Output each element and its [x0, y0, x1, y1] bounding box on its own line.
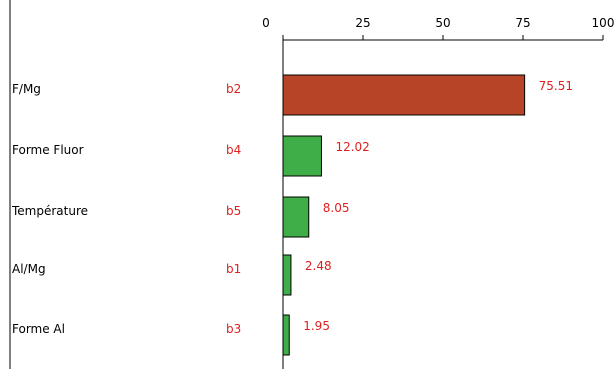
category-label: Forme Fluor	[12, 143, 84, 157]
data-label: 8.05	[323, 201, 350, 215]
x-tick-label: 50	[435, 16, 450, 30]
x-tick-label: 0	[262, 16, 270, 30]
data-label: 12.02	[335, 140, 369, 154]
category-label: Température	[12, 204, 89, 218]
coefficient-label: b5	[226, 204, 242, 218]
coefficient-label: b1	[226, 262, 242, 276]
bar	[282, 196, 310, 238]
data-label: 2.48	[305, 259, 332, 273]
data-label: 1.95	[303, 319, 330, 333]
category-label: Al/Mg	[12, 262, 46, 276]
category-label: Forme Al	[12, 322, 65, 336]
x-tick-label: 75	[515, 16, 530, 30]
x-tick-label: 25	[355, 16, 370, 30]
bar	[282, 135, 322, 177]
coefficient-label: b3	[226, 322, 242, 336]
coefficient-label: b4	[226, 143, 242, 157]
x-tick-label: 100	[592, 16, 614, 30]
bar	[282, 254, 292, 296]
bar	[282, 74, 526, 116]
coefficient-label: b2	[226, 82, 242, 96]
bar	[282, 314, 290, 356]
category-label: F/Mg	[12, 82, 41, 96]
data-label: 75.51	[539, 79, 573, 93]
